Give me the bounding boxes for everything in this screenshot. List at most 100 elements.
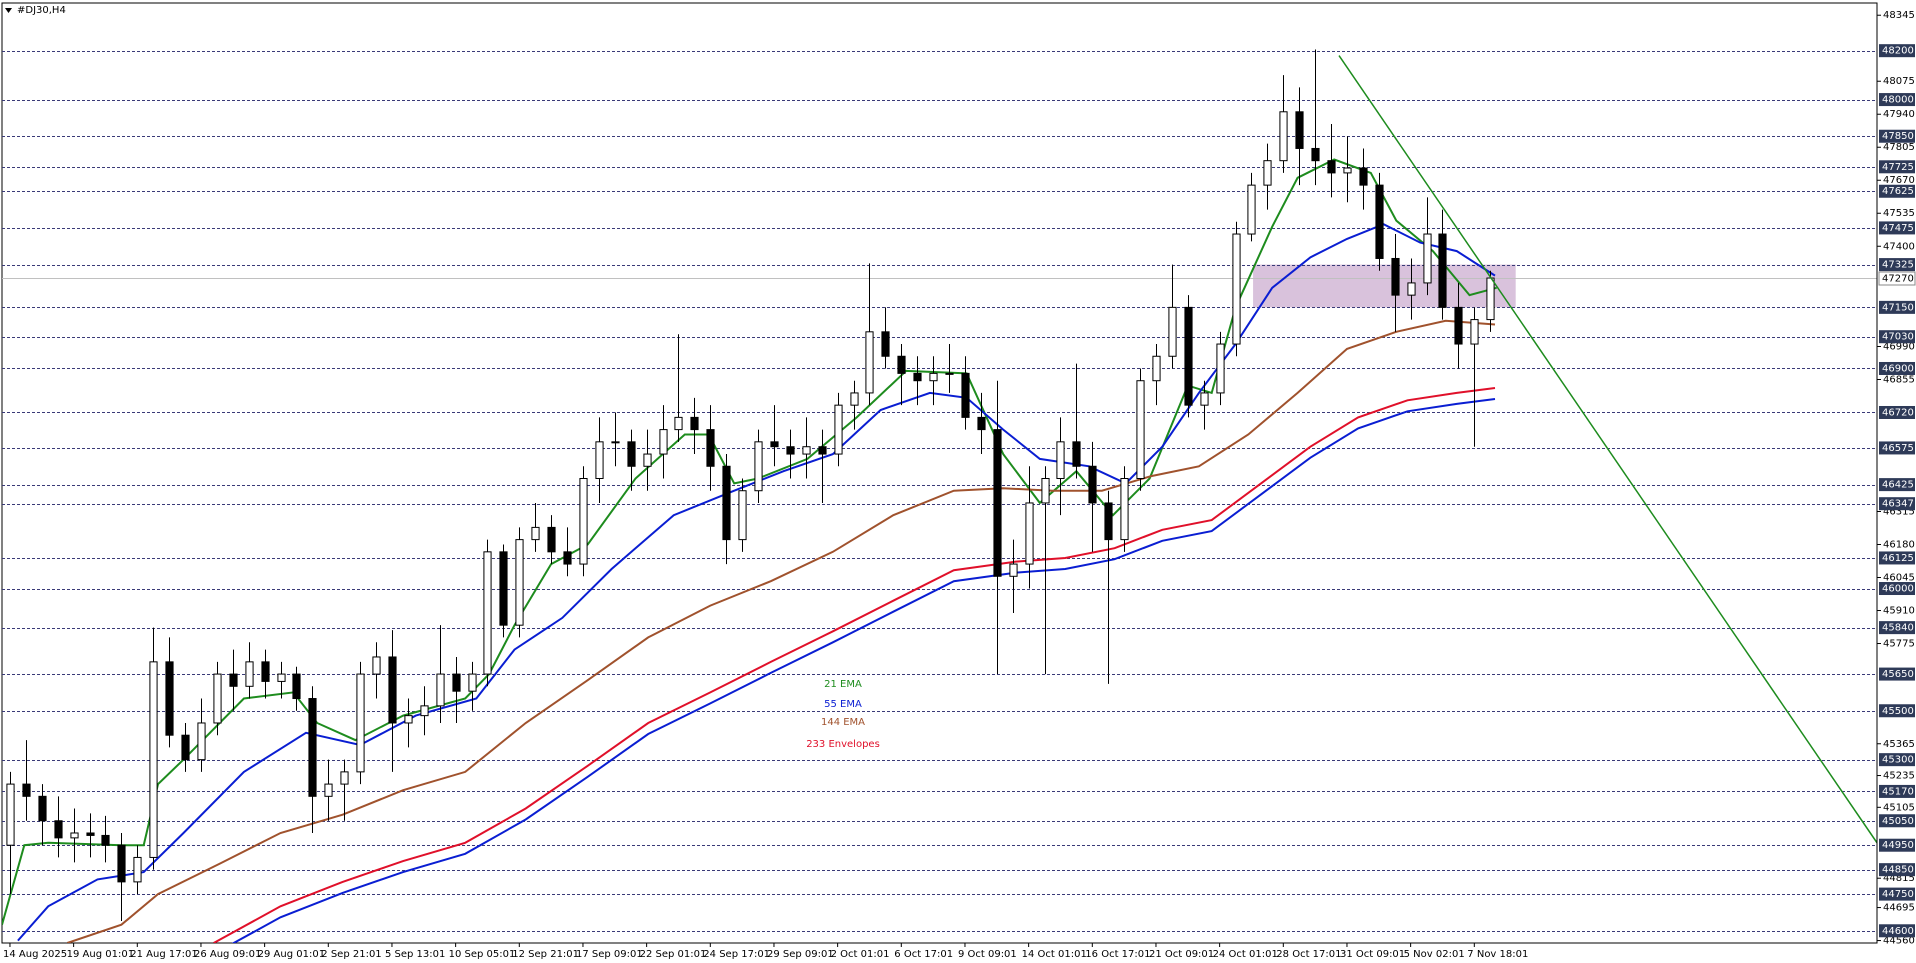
level-label: 48000 [1882,95,1914,106]
candle-body [388,656,397,724]
level-label-box [1879,497,1915,511]
level-label: 47150 [1882,302,1914,313]
plot-frame [1,2,1878,944]
x-tick-label: 16 Oct 17:01 [1085,949,1150,960]
level-label: 47325 [1882,260,1914,271]
x-tick-label: 21 Oct 09:01 [1149,949,1214,960]
candle-body [6,783,15,846]
axis-layer: 21 EMA 55 EMA 144 EMA 233 Envelopes 48345 480… [3,3,1916,960]
candle-body [54,820,63,839]
candle-body [611,441,620,444]
candle-body [579,478,588,565]
level-label: 44950 [1882,840,1914,851]
x-tick-label: 21 Aug 17:01 [130,949,197,960]
candle-body [1120,478,1129,541]
legend-entry: 144 EMA [821,717,865,728]
candle-body [404,715,413,724]
candle-body [197,722,206,761]
candle-body [499,551,508,626]
y-tick-label: 45775 [1883,639,1915,650]
y-tick-label: 47535 [1883,208,1915,219]
level-label-box [1879,330,1915,344]
candle-body [1454,306,1463,345]
x-tick-label: 17 Sep 09:01 [576,949,643,960]
level-label: 46425 [1882,480,1914,491]
candle-body [1247,184,1256,235]
candle-body [834,404,843,455]
candle-body [515,539,524,626]
candle-body [420,705,429,717]
y-tick-label: 47670 [1883,175,1915,186]
level-label: 44600 [1882,926,1914,937]
candle-body [483,551,492,675]
candle-body [1279,111,1288,162]
x-tick-label: 24 Oct 01:01 [1213,949,1278,960]
candle-body [229,673,238,687]
x-tick-label: 14 Oct 01:01 [1022,949,1087,960]
candle-body [674,416,683,431]
y-tick-label: 48345 [1883,10,1915,21]
candle-body [706,429,715,467]
candle-body [340,771,349,785]
level-label-box [1879,704,1915,718]
candle-body [1216,343,1225,394]
candle-body [993,429,1002,577]
candle-body [133,856,142,883]
plot-layer [2,49,1877,943]
level-label: 46720 [1882,407,1914,418]
level-label-box [1879,667,1915,681]
candle-body [818,446,827,455]
level-label: 44850 [1882,865,1914,876]
candle-body [22,783,31,797]
candle-body [961,372,970,418]
candle-body [738,490,747,541]
x-tick-label: 10 Sep 05:01 [449,949,516,960]
candle-body [1375,184,1384,259]
candle-body [1009,563,1018,577]
chart-title: #DJ30,H4 [17,5,66,16]
legend-entry: 21 EMA [824,679,862,690]
candle-body [881,331,890,357]
candle-body [659,429,668,455]
level-label-box [1879,300,1915,314]
candle-body [595,441,604,480]
candle-body [181,734,190,761]
candle-body [452,673,461,692]
candle-body [754,441,763,492]
y-tick-label: 45105 [1883,802,1915,813]
candle-body [277,673,286,682]
level-label: 46347 [1882,499,1914,510]
x-tick-label: 2 Oct 01:01 [831,949,890,960]
y-tick-label: 47400 [1883,241,1915,252]
candle-body [1470,319,1479,345]
candle-body [1168,306,1177,357]
indicator-line [213,387,1496,943]
level-label-box [1879,838,1915,852]
candle-body [1327,160,1336,174]
level-label-box [1879,184,1915,198]
level-label-box [1879,93,1915,107]
x-tick-label: 9 Oct 09:01 [958,949,1017,960]
level-label-box [1879,814,1915,828]
level-label-box [1879,129,1915,143]
candle-body [213,673,222,724]
candle-body [1391,257,1400,296]
y-tick-label: 47805 [1883,142,1915,153]
level-label: 46575 [1882,443,1914,454]
candle-body [690,416,699,431]
candle-body [1295,111,1304,149]
candle-body [86,832,95,836]
candle-body [929,372,938,382]
x-tick-label: 5 Sep 13:01 [385,949,445,960]
x-tick-label: 6 Oct 17:01 [894,949,953,960]
level-label-box [1879,863,1915,877]
candle-body [1088,465,1097,504]
candle-body [531,526,540,541]
x-tick-label: 29 Sep 09:01 [767,949,834,960]
candle-body [547,526,556,553]
level-label: 46000 [1882,584,1914,595]
candle-body [1104,502,1113,541]
level-label: 44750 [1882,889,1914,900]
